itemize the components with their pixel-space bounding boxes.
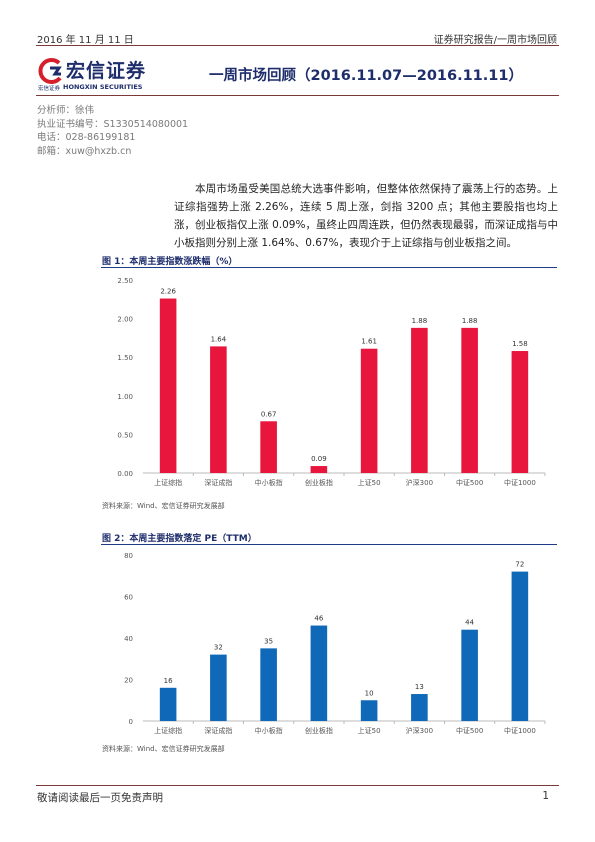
logo-mark-icon: [38, 58, 62, 85]
y-tick-label: 80: [124, 552, 133, 560]
x-tick-label: 中证1000: [504, 478, 536, 487]
bar: [260, 421, 277, 473]
x-tick-label: 创业板指: [305, 726, 333, 735]
data-label: 1.58: [512, 340, 528, 348]
summary-paragraph: 本周市场虽受美国总统大选事件影响，但整体依然保持了震荡上行的态势。上证综指强势上…: [174, 183, 558, 249]
figure1-chart: 0.00 0.50 1.00 1.50 2.00 2.50 2.26 上证综指 1.64 深证成指…: [117, 277, 546, 487]
bar: [310, 625, 328, 721]
x-tick-label: 深证成指: [204, 478, 232, 487]
figure1-source: 资料来源：Wind、宏信证券研究发展部: [102, 502, 225, 510]
footer-disclaimer: 敬请阅读最后一页免责声明: [37, 792, 163, 804]
figure2-source: 资料来源：Wind、宏信证券研究发展部: [102, 745, 225, 753]
y-tick-label: 0.00: [117, 470, 133, 478]
data-label: 72: [515, 561, 524, 569]
figure1-title: 图 1：本周主要指数涨跌幅（%）: [102, 257, 238, 267]
y-tick-label: 2.50: [117, 277, 133, 285]
bar: [210, 654, 227, 721]
analyst-phone: 电话：028-86199181: [37, 132, 136, 143]
y-tick-label: 0: [129, 718, 133, 726]
x-tick-label: 中证1000: [504, 726, 536, 735]
bar: [260, 648, 277, 721]
data-label: 1.64: [211, 335, 227, 343]
x-tick-label: 上证综指: [154, 726, 182, 735]
figure1-rule: [101, 267, 557, 268]
report-type: 证券研究报告/一周市场回顾: [433, 35, 557, 46]
x-tick-label: 上证50: [358, 478, 381, 487]
x-tick-label: 上证50: [358, 726, 381, 735]
analyst-name: 分析师：徐伟: [37, 105, 95, 116]
y-tick-label: 40: [124, 635, 133, 643]
bar: [360, 700, 378, 721]
x-tick-label: 沪深300: [406, 726, 433, 735]
bar: [360, 348, 378, 473]
data-label: 35: [264, 637, 273, 645]
data-label: 10: [365, 689, 374, 697]
title-rule: [36, 95, 559, 96]
analyst-info: 分析师：徐伟 执业证书编号：S1330514080001 电话：028-8619…: [37, 104, 188, 158]
y-tick-label: 0.50: [117, 431, 133, 439]
bar: [511, 351, 529, 473]
bar: [159, 687, 177, 721]
x-tick-label: 中小板指: [255, 478, 283, 487]
bar: [461, 327, 478, 473]
footer-rule: [36, 785, 559, 786]
data-label: 16: [164, 677, 173, 685]
y-tick-label: 60: [124, 594, 133, 602]
x-tick-label: 中证500: [456, 726, 483, 735]
x-tick-label: 上证综指: [154, 478, 182, 487]
logo-en-name: HONGXIN SECURITIES: [63, 83, 143, 91]
x-tick-label: 中证500: [456, 478, 483, 487]
bar: [411, 694, 428, 721]
figure2-rule: [101, 544, 557, 545]
y-tick-label: 1.00: [117, 393, 133, 401]
data-label: 1.88: [462, 317, 478, 325]
bar: [210, 346, 227, 473]
company-logo: 宏信证券 宏信证券 HONGXIN SECURITIES: [37, 55, 177, 95]
page-title: 一周市场回顾（2016.11.07—2016.11.11）: [209, 68, 523, 84]
report-date: 2016 年 11 月 11 日: [37, 35, 134, 46]
x-tick-label: 沪深300: [406, 478, 433, 487]
figure2-title: 图 2：本周主要指数落定 PE（TTM）: [102, 534, 257, 544]
bar: [461, 629, 478, 721]
analyst-email: 邮箱：xuw@hxzb.cn: [37, 145, 132, 157]
data-label: 1.61: [361, 338, 377, 346]
bar: [159, 298, 177, 473]
bar: [310, 466, 328, 473]
x-tick-label: 中小板指: [255, 726, 283, 735]
bar: [411, 327, 428, 473]
data-label: 0.09: [311, 455, 327, 463]
data-label: 0.67: [261, 410, 277, 418]
data-label: 1.88: [412, 317, 428, 325]
y-tick-label: 1.50: [117, 354, 133, 362]
data-label: 46: [314, 615, 323, 623]
page-number: 1: [542, 790, 549, 802]
data-label: 44: [465, 619, 474, 627]
logo-tagline: 宏信证券: [38, 86, 61, 92]
header-rule: [36, 45, 559, 46]
bar: [511, 571, 529, 721]
x-tick-label: 创业板指: [305, 478, 333, 487]
data-label: 32: [214, 644, 223, 652]
y-tick-label: 20: [124, 677, 133, 685]
data-label: 13: [415, 683, 424, 691]
data-label: 2.26: [160, 288, 176, 296]
figure2-chart: 0 20 40 60 80 16 上证综指 32 深证成指 35 中小板指 46 创业板指 10 上证50 1…: [124, 552, 546, 735]
x-tick-label: 深证成指: [204, 726, 232, 735]
y-tick-label: 2.00: [117, 316, 133, 324]
analyst-license: 执业证书编号：S1330514080001: [37, 118, 189, 130]
logo-cn-name: 宏信证券: [66, 60, 147, 82]
